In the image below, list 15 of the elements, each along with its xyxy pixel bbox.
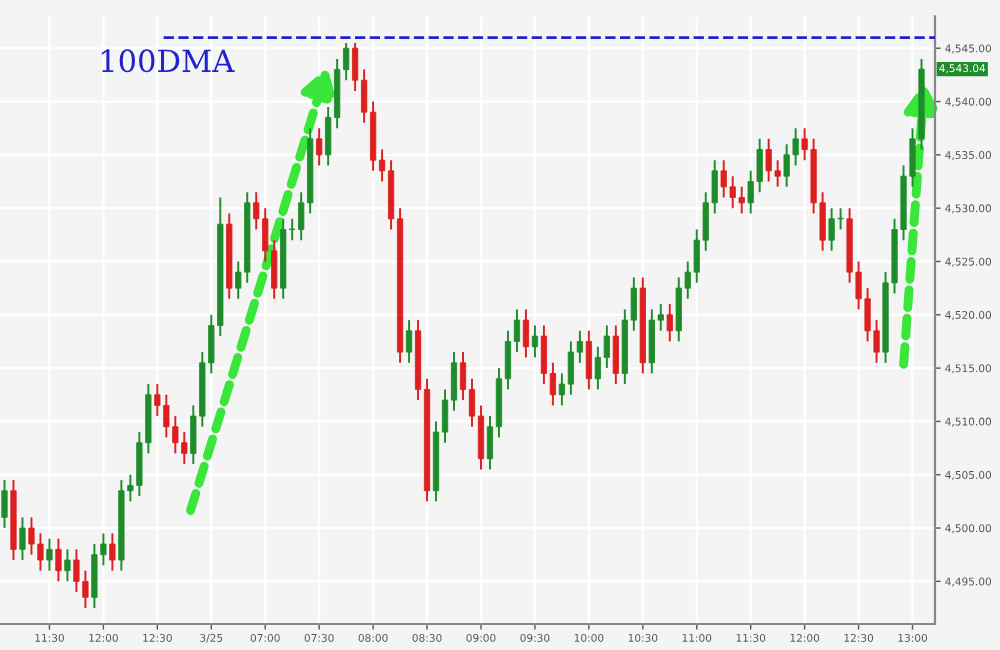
candlestick <box>405 319 413 364</box>
ref-line-label: 100DMA <box>101 49 235 73</box>
candlestick <box>567 340 575 396</box>
candlestick <box>55 537 62 583</box>
candlestick <box>585 329 592 391</box>
candlestick <box>612 324 619 386</box>
candlestick <box>64 548 71 583</box>
candlestick <box>666 303 673 343</box>
candlestick <box>316 127 323 167</box>
candlestick <box>109 532 116 572</box>
candlestick <box>522 308 530 359</box>
candlestick <box>19 516 26 561</box>
candlestick <box>1 479 8 530</box>
candlestick <box>46 537 53 572</box>
candlestick <box>531 324 539 359</box>
